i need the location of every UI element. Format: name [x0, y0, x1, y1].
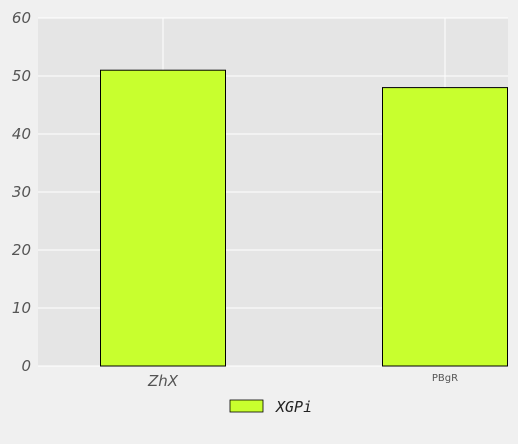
legend: XGPi [229, 398, 312, 416]
y-tick-label: 30 [12, 183, 31, 201]
legend-label-xgpi: XGPi [275, 398, 312, 416]
legend-swatch-xgpi [229, 399, 264, 413]
y-tick-label: 40 [12, 125, 31, 143]
x-tick-label-pbgr: PBgR [432, 373, 458, 384]
y-tick-label: 60 [12, 9, 31, 27]
y-tick-label: 10 [12, 299, 31, 317]
bar-pbgr [382, 87, 508, 367]
y-tick-label: 0 [21, 357, 31, 375]
y-tick-label: 50 [12, 67, 31, 85]
x-tick-label-zhx: ZhX [147, 372, 179, 390]
bar-zhx [100, 69, 226, 367]
y-tick-label: 20 [12, 241, 31, 259]
x-axis-ticks: ZhX PBgR [147, 372, 458, 390]
bars [100, 69, 508, 367]
y-axis-ticks: 0 10 20 30 40 50 60 [12, 9, 31, 375]
